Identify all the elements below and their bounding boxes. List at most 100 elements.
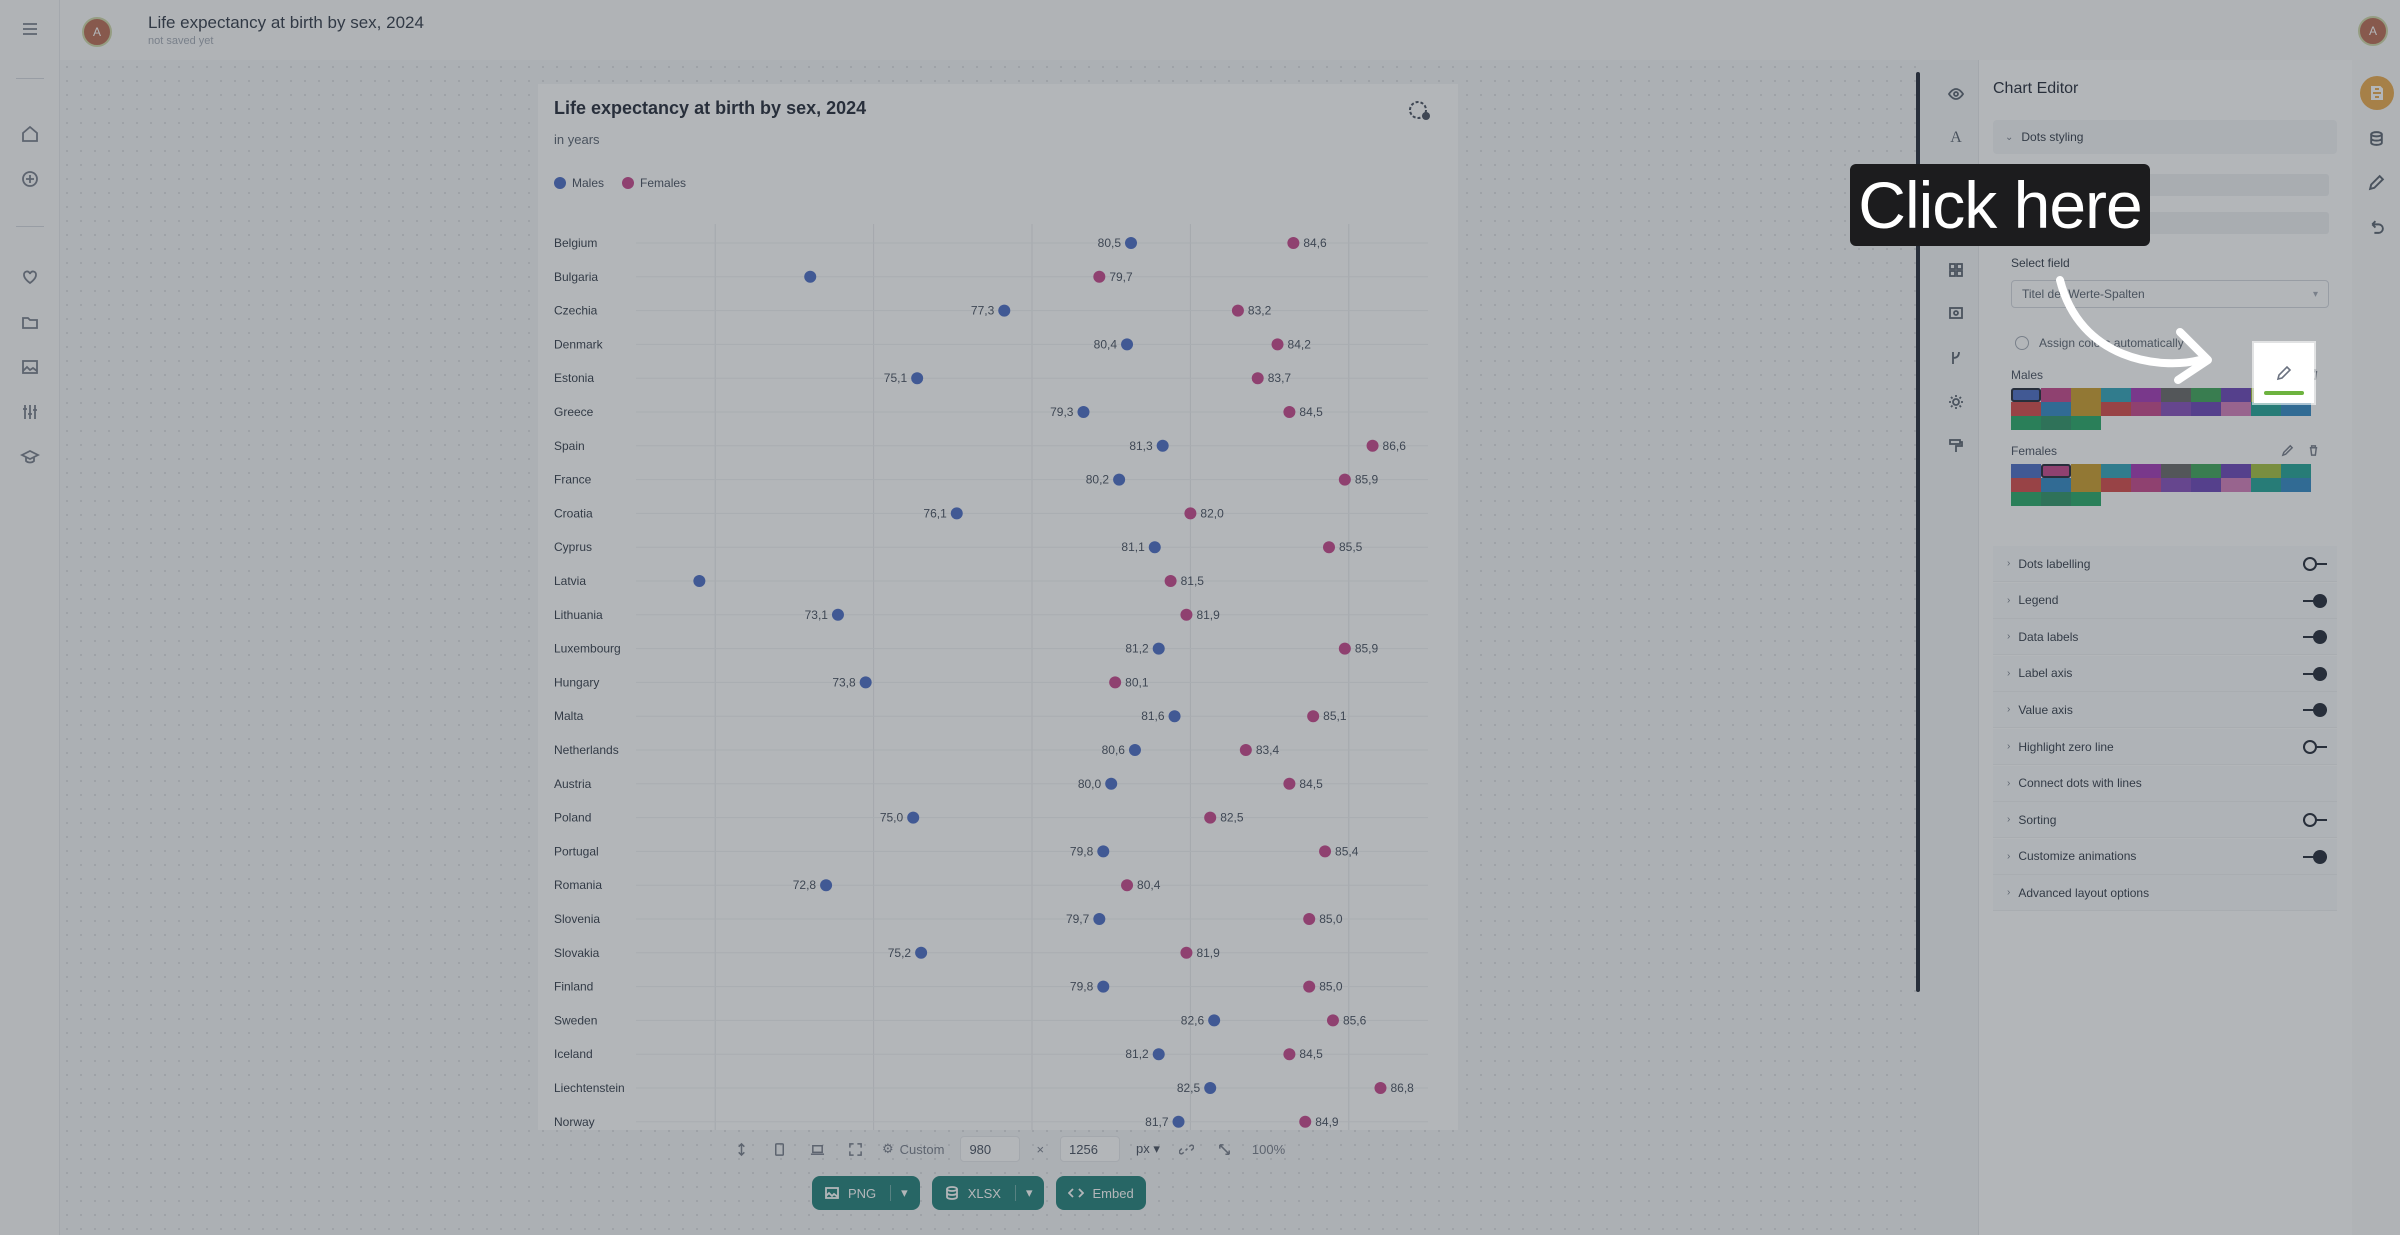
option-row-dots-labelling[interactable]: › Dots labelling — [1993, 546, 2337, 582]
mobile-preset-icon[interactable] — [768, 1138, 790, 1160]
chart-card[interactable]: Life expectancy at birth by sex, 2024 in… — [538, 84, 1458, 1130]
link-icon[interactable] — [1176, 1138, 1198, 1160]
toggle-switch[interactable] — [2303, 593, 2327, 608]
color-swatch[interactable] — [2071, 464, 2101, 478]
paint-roller-icon[interactable] — [1944, 434, 1968, 458]
color-swatch[interactable] — [2221, 388, 2251, 402]
unit-select[interactable]: px ▾ — [1136, 1141, 1160, 1156]
pencil-icon[interactable] — [2279, 442, 2295, 458]
color-swatch[interactable] — [2281, 402, 2311, 416]
assign-colors-option[interactable]: Assign colors automatically — [2015, 336, 2184, 350]
option-row-sorting[interactable]: › Sorting — [1993, 802, 2337, 839]
color-swatch[interactable] — [2101, 402, 2131, 416]
laptop-preset-icon[interactable] — [806, 1138, 828, 1160]
color-swatch[interactable] — [2101, 388, 2131, 402]
option-row-data-labels[interactable]: › Data labels — [1993, 619, 2337, 656]
trash-icon[interactable] — [2305, 442, 2321, 458]
database-icon[interactable] — [2364, 126, 2388, 150]
option-row-advanced-layout-options[interactable]: › Advanced layout options — [1993, 875, 2337, 912]
chevron-down-icon[interactable]: ▾ — [1014, 1185, 1032, 1201]
color-swatch[interactable] — [2011, 402, 2041, 416]
color-swatch[interactable] — [2041, 388, 2071, 402]
export-xlsx-button[interactable]: XLSX ▾ — [931, 1176, 1045, 1210]
color-swatch[interactable] — [2161, 464, 2191, 478]
color-swatch[interactable] — [2011, 416, 2041, 430]
color-swatch[interactable] — [2221, 464, 2251, 478]
select-field-dropdown[interactable]: Titel der Werte-Spalten ▾ — [2011, 280, 2329, 308]
color-swatch[interactable] — [2191, 402, 2221, 416]
document-avatar[interactable]: A — [82, 17, 112, 47]
color-swatch[interactable] — [2251, 402, 2281, 416]
toggle-switch[interactable] — [2303, 557, 2327, 571]
toggle-switch[interactable] — [2303, 666, 2327, 681]
color-swatch[interactable] — [2071, 416, 2101, 430]
color-swatch[interactable] — [2101, 464, 2131, 478]
eye-icon[interactable] — [1944, 82, 1968, 106]
color-swatch[interactable] — [2011, 464, 2041, 478]
undo-icon[interactable] — [2364, 214, 2388, 238]
settings-icon[interactable] — [1944, 390, 1968, 414]
color-swatch[interactable] — [2161, 478, 2191, 492]
dots-styling-section[interactable]: ⌄ Dots styling — [1993, 120, 2337, 154]
fullscreen-icon[interactable] — [844, 1138, 866, 1160]
color-swatch[interactable] — [2071, 492, 2101, 506]
spotlight-edit-color-button[interactable] — [2254, 343, 2314, 403]
color-swatch[interactable] — [2191, 388, 2221, 402]
branch-icon[interactable] — [1944, 346, 1968, 370]
color-swatch[interactable] — [2221, 478, 2251, 492]
color-swatch[interactable] — [2071, 478, 2101, 492]
preview-icon[interactable] — [1944, 302, 1968, 326]
color-swatch[interactable] — [2011, 388, 2041, 402]
image-icon[interactable] — [14, 351, 46, 383]
chart-subtitle[interactable]: in years — [554, 132, 600, 147]
pencil-icon[interactable] — [2364, 170, 2388, 194]
radio-button[interactable] — [2015, 336, 2029, 350]
sliders-icon[interactable] — [14, 396, 46, 428]
canvas-scrollbar[interactable] — [1916, 72, 1920, 992]
color-swatch[interactable] — [2131, 478, 2161, 492]
color-swatch[interactable] — [2161, 388, 2191, 402]
folder-icon[interactable] — [14, 306, 46, 338]
color-swatch[interactable] — [2071, 402, 2101, 416]
option-row-value-axis[interactable]: › Value axis — [1993, 692, 2337, 729]
add-circle-icon[interactable] — [14, 163, 46, 195]
option-row-customize-animations[interactable]: › Customize animations — [1993, 838, 2337, 875]
save-button[interactable] — [2360, 76, 2394, 110]
color-swatch[interactable] — [2041, 402, 2071, 416]
color-swatch[interactable] — [2071, 388, 2101, 402]
color-swatch[interactable] — [2041, 464, 2071, 478]
color-swatch[interactable] — [2281, 478, 2311, 492]
toggle-switch[interactable] — [2303, 813, 2327, 828]
height-input[interactable] — [1060, 1136, 1121, 1162]
heart-icon[interactable] — [14, 261, 46, 293]
user-avatar[interactable]: A — [2358, 16, 2388, 46]
color-swatch[interactable] — [2011, 492, 2041, 506]
home-icon[interactable] — [14, 118, 46, 150]
color-swatch[interactable] — [2131, 464, 2161, 478]
resize-vertical-icon[interactable] — [730, 1138, 752, 1160]
zoom-icon[interactable] — [1214, 1138, 1236, 1160]
embed-button[interactable]: Embed — [1056, 1176, 1146, 1210]
export-png-button[interactable]: PNG ▾ — [812, 1176, 920, 1210]
chevron-down-icon[interactable]: ▾ — [890, 1185, 908, 1201]
toggle-switch[interactable] — [2303, 703, 2327, 718]
color-swatch[interactable] — [2191, 464, 2221, 478]
document-title[interactable]: Life expectancy at birth by sex, 2024 — [148, 13, 424, 32]
grid-icon[interactable] — [1944, 258, 1968, 282]
color-swatch[interactable] — [2041, 478, 2071, 492]
color-swatch[interactable] — [2041, 416, 2071, 430]
color-swatch[interactable] — [2161, 402, 2191, 416]
color-swatch[interactable] — [2221, 402, 2251, 416]
typography-icon[interactable]: A — [1950, 129, 1962, 146]
toggle-switch[interactable] — [2303, 630, 2327, 645]
color-swatch[interactable] — [2101, 478, 2131, 492]
color-swatch[interactable] — [2041, 492, 2071, 506]
option-row-label-axis[interactable]: › Label axis — [1993, 655, 2337, 692]
color-swatch[interactable] — [2251, 478, 2281, 492]
width-input[interactable] — [960, 1136, 1021, 1162]
zoom-level[interactable]: 100% — [1251, 1141, 1286, 1157]
chart-title[interactable]: Life expectancy at birth by sex, 2024 — [554, 98, 867, 118]
color-swatch[interactable] — [2191, 478, 2221, 492]
option-row-legend[interactable]: › Legend — [1993, 582, 2337, 619]
preset-selector[interactable]: ⚙ Custom — [882, 1141, 944, 1157]
